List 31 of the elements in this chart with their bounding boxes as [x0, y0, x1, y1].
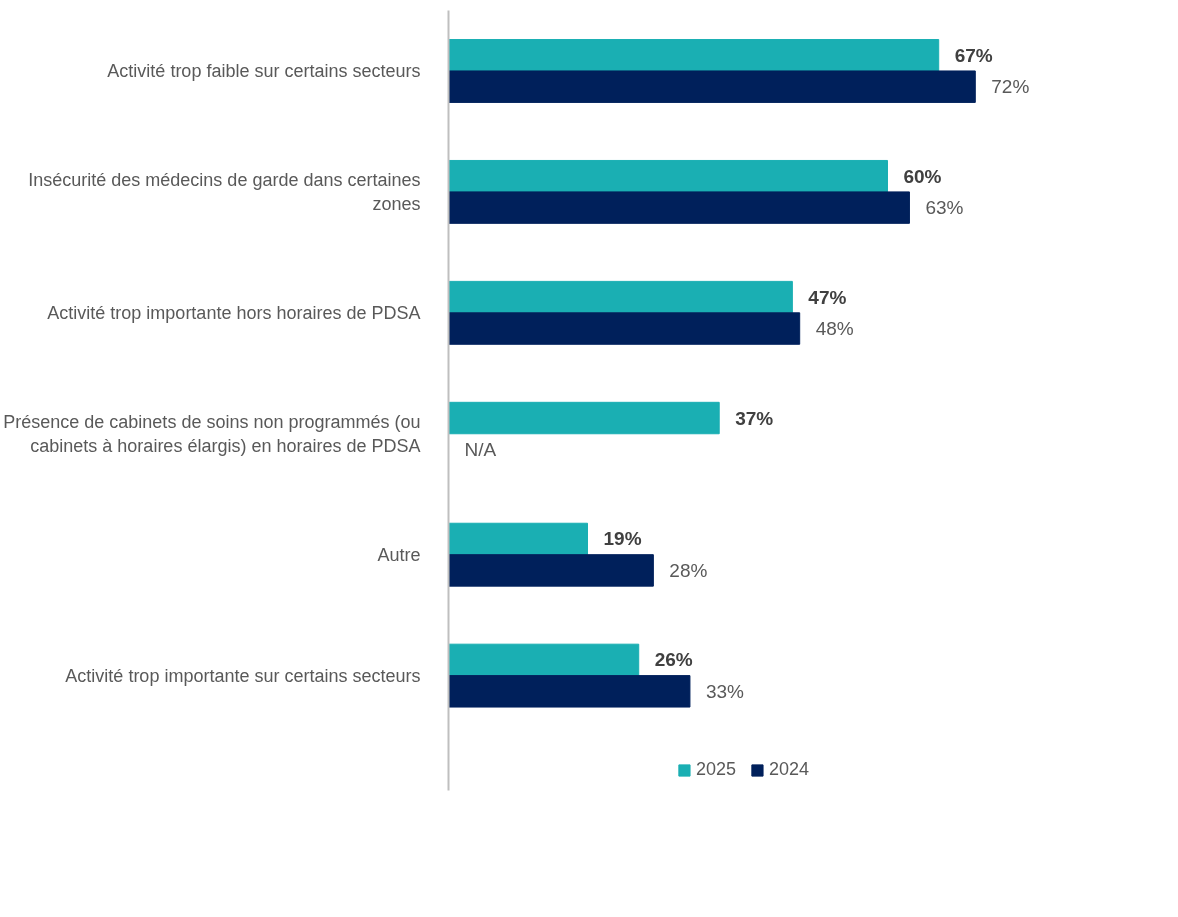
bar: [448, 159, 888, 193]
legend-label: 2025: [695, 759, 736, 780]
data-label: 33%: [705, 680, 745, 702]
y-tick-label: Activité trop importante hors horaires de PDSA: [47, 302, 421, 323]
y-tick-label: Présence de cabinets de soins non programmés (ou cabinets à horaires élargis) en horaires de PDSA: [3, 411, 421, 456]
bar: [448, 312, 801, 345]
text: 60%: [903, 165, 942, 187]
bar: [448, 191, 910, 224]
data-label: 63%: [925, 197, 964, 219]
text: 67%: [954, 44, 993, 66]
bar: [448, 70, 976, 103]
text: 37%: [735, 407, 774, 429]
text: N/A: [464, 438, 497, 460]
bar: [448, 401, 720, 435]
y-tick-label: Activité trop importante sur certains secteurs: [65, 665, 421, 686]
text: 47%: [808, 286, 847, 308]
legend-label: 2024: [769, 759, 810, 780]
bar: [448, 39, 940, 72]
text: 26%: [654, 649, 693, 671]
data-label: 72%: [991, 76, 1030, 98]
bar: [448, 280, 793, 314]
data-label: 28%: [669, 559, 708, 581]
text: 19%: [603, 528, 642, 550]
bar: [448, 554, 654, 587]
bar: [448, 643, 640, 677]
y-tick-label: Autre: [377, 544, 421, 565]
data-label: 48%: [815, 318, 854, 340]
bar: [448, 675, 691, 708]
y-tick-label: Activité trop faible sur certains secteurs: [107, 60, 421, 81]
y-tick-label: Insécurité des médecins de garde dans certaines zones: [28, 169, 421, 214]
bar: [448, 522, 589, 556]
